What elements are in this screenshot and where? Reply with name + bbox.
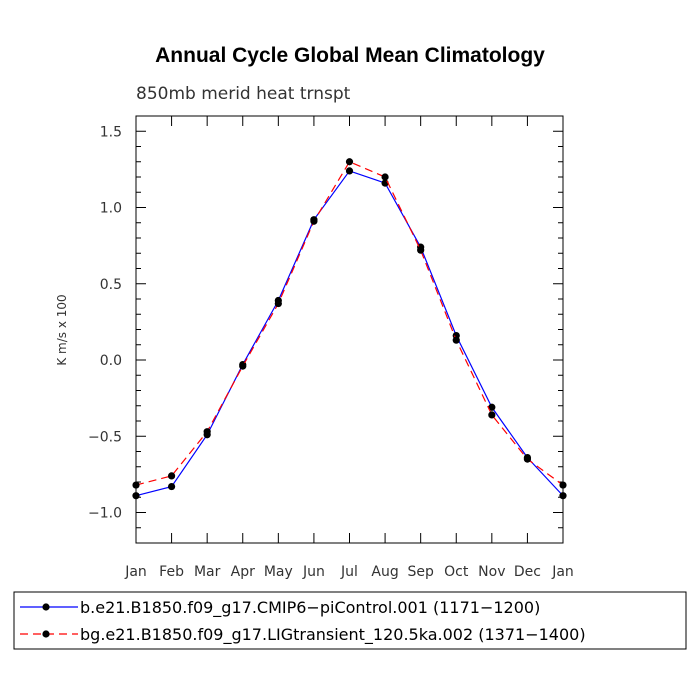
series-1 [132,167,567,500]
legend-marker [42,630,50,638]
chart-subtitle: 850mb merid heat trnspt [136,84,351,104]
x-tick-label: Jul [340,564,358,580]
plot-frame [135,115,564,544]
x-tick-label: Feb [159,564,184,580]
y-axis-label: K m/s x 100 [55,294,69,365]
series-line [135,170,564,497]
data-point [239,362,247,370]
x-tick-label: Jun [302,564,325,580]
y-tick-label: 1.5 [100,124,122,140]
y-tick-label: −1.0 [88,506,122,522]
x-tick-label: Aug [371,564,398,580]
y-axis-ticks: −1.0 −0.5 0.0 0.5 1.0 1.5 [88,115,563,544]
data-point [452,336,460,344]
data-point [345,167,354,175]
data-point [381,173,389,181]
data-point [274,299,282,308]
y-tick-label: 0.0 [100,353,122,369]
series-layer [132,158,567,500]
x-tick-label: Mar [194,564,221,580]
legend-item: bg.e21.B1850.f09_g17.LIGtransient_120.5k… [20,625,586,645]
plot-border [135,115,564,544]
legend: b.e21.B1850.f09_g17.CMIP6−piControl.001 … [13,591,687,650]
x-axis-ticks: Jan Feb Mar Apr May Jun Jul Aug Sep Oct Nov Dec Jan [124,116,574,580]
legend-item: b.e21.B1850.f09_g17.CMIP6−piControl.001 … [20,598,540,618]
x-tick-label: Dec [514,564,541,580]
data-point [523,455,532,463]
data-point [310,217,318,225]
y-tick-label: 1.0 [100,201,122,217]
legend-box [13,591,687,650]
x-tick-label: Jan [124,564,147,580]
data-point [132,481,140,489]
data-point [203,428,211,436]
data-point [559,481,567,489]
y-tick-label: −0.5 [88,429,122,445]
data-point [167,482,176,491]
data-point [488,411,496,419]
data-point [417,246,425,254]
series-2 [132,158,567,489]
data-point [132,492,140,500]
x-tick-label: Apr [231,564,255,580]
data-point [167,472,176,480]
data-point [345,158,354,166]
x-tick-label: Nov [478,564,505,580]
legend-label: b.e21.B1850.f09_g17.CMIP6−piControl.001 … [80,598,540,618]
x-tick-label: Oct [444,564,469,580]
legend-marker [42,603,50,611]
x-tick-label: Sep [407,564,434,580]
series-line [135,160,564,486]
legend-label: bg.e21.B1850.f09_g17.LIGtransient_120.5k… [80,625,586,645]
x-tick-label: May [264,564,293,580]
x-tick-label: Jan [551,564,574,580]
y-tick-label: 0.5 [100,277,122,293]
data-point [559,492,567,500]
chart-title: Annual Cycle Global Mean Climatology [155,44,545,67]
data-point [488,403,496,411]
